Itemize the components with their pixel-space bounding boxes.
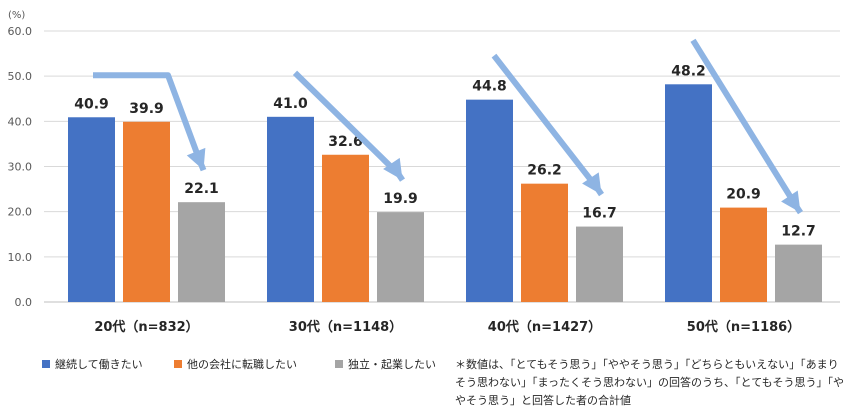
gridlines (44, 30, 840, 303)
category-label: 30代（n=1148） (289, 319, 402, 335)
arrow-head (186, 147, 206, 171)
trend-arrows (93, 38, 803, 215)
data-label: 26.2 (527, 163, 562, 179)
category-label: 20代（n=832） (94, 319, 198, 335)
y-tick-label: 60.0 (8, 25, 33, 38)
bar (775, 244, 822, 302)
y-axis-unit: (%) (8, 10, 25, 21)
bar (178, 202, 225, 302)
category-label: 40代（n=1427） (488, 319, 601, 335)
data-label: 16.7 (582, 206, 617, 222)
bar (521, 183, 568, 302)
data-label: 20.9 (726, 187, 761, 203)
y-tick-label: 50.0 (8, 70, 33, 83)
y-tick-label: 10.0 (8, 251, 33, 264)
y-tick-label: 20.0 (8, 206, 33, 219)
data-labels: 40.9 39.9 22.1 41.0 32.6 19.9 44.8 26.2 16.7 48.2… (74, 63, 816, 239)
bar (123, 121, 170, 302)
bar (322, 154, 369, 302)
bar-chart: (%) 0.0 10.0 20.0 30.0 40.0 50.0 60.0 40.9 39.9… (8, 10, 840, 335)
legend-swatch-continue (42, 360, 50, 368)
arrow-head (383, 157, 403, 181)
legend-swatch-independent (335, 360, 343, 368)
y-tick-label: 40.0 (8, 115, 33, 128)
data-label: 19.9 (383, 191, 418, 207)
footnote: ＊数値は、「とてもそう思う」「ややそう思う」「どちらともいえない」「あまりそう思… (455, 358, 844, 407)
legend-item-independent: 独立・起業したい (335, 356, 436, 372)
y-tick-label: 0.0 (15, 296, 33, 309)
category-label: 50代（n=1186） (687, 319, 800, 335)
bar (68, 117, 115, 302)
data-label: 48.2 (671, 63, 706, 79)
legend-item-continue: 継続して働きたい (42, 356, 143, 372)
data-label: 44.8 (472, 79, 507, 95)
legend-item-change-job: 他の会社に転職したい (174, 356, 297, 372)
bars (68, 84, 822, 303)
legend-swatch-change-job (174, 360, 182, 368)
bar (576, 226, 623, 302)
arrow-head (781, 190, 801, 213)
data-label: 41.0 (273, 96, 308, 112)
legend-label-change-job: 他の会社に転職したい (187, 358, 297, 371)
legend-label-continue: 継続して働きたい (55, 358, 143, 371)
data-label: 22.1 (184, 181, 219, 197)
category-labels: 20代（n=832） 30代（n=1148） 40代（n=1427） 50代（n=11… (94, 319, 800, 335)
data-label: 40.9 (74, 96, 109, 112)
bar (377, 212, 424, 302)
bar (720, 207, 767, 302)
y-axis-ticks: 0.0 10.0 20.0 30.0 40.0 50.0 60.0 (8, 25, 33, 309)
bar (665, 84, 712, 303)
data-label: 12.7 (781, 224, 816, 240)
bar (466, 99, 513, 302)
data-label: 39.9 (129, 101, 164, 117)
arrow-head (582, 172, 602, 195)
data-label: 32.6 (328, 134, 363, 150)
legend-label-independent: 独立・起業したい (348, 358, 436, 371)
y-tick-label: 30.0 (8, 161, 33, 174)
bar (267, 116, 314, 302)
